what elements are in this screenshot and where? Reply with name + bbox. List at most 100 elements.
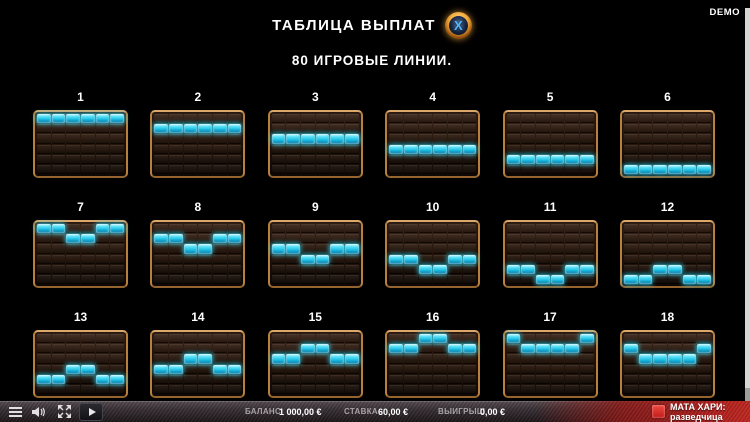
- balance-value: 1 000,00 €: [279, 406, 322, 417]
- grid-cell: [653, 274, 667, 284]
- grid-cell: [389, 134, 403, 144]
- grid-cell: [345, 334, 359, 344]
- grid-cell: [418, 254, 433, 264]
- grid-cell: [154, 334, 169, 344]
- grid-cell: [653, 344, 667, 354]
- play-button[interactable]: [79, 401, 103, 422]
- grid-cell: [535, 144, 550, 154]
- grid-cell: [198, 274, 213, 284]
- grid-cell: [550, 124, 565, 134]
- payline-cell-active: [301, 254, 315, 264]
- payline-number: 4: [429, 90, 437, 104]
- grid-cell: [95, 334, 110, 344]
- payline-cell-active: [330, 354, 345, 364]
- grid-cell: [667, 234, 682, 244]
- grid-cell: [286, 154, 301, 164]
- payline-cell-active: [169, 364, 183, 374]
- grid-cell: [51, 134, 66, 144]
- grid-cell: [81, 164, 95, 174]
- fullscreen-icon[interactable]: [55, 401, 73, 422]
- payline-cell-active: [403, 344, 418, 354]
- grid-cell: [154, 134, 169, 144]
- payline-cell-active: [301, 344, 315, 354]
- grid-cell: [682, 254, 697, 264]
- grid-cell: [169, 384, 183, 394]
- grid-cell: [95, 344, 110, 354]
- scrollbar-thumb[interactable]: [745, 388, 750, 402]
- grid-cell: [418, 354, 433, 364]
- grid-cell: [403, 134, 418, 144]
- grid-cell: [653, 384, 667, 394]
- grid-cell: [183, 144, 198, 154]
- grid-cell: [66, 164, 80, 174]
- grid-cell: [183, 334, 198, 344]
- grid-cell: [345, 154, 359, 164]
- grid-cell: [433, 274, 447, 284]
- status-bar-red-section: [535, 401, 750, 422]
- grid-cell: [579, 254, 594, 264]
- scrollbar[interactable]: [745, 8, 750, 422]
- grid-cell: [565, 114, 579, 124]
- grid-cell: [667, 344, 682, 354]
- grid-cell: [169, 224, 183, 234]
- grid-cell: [81, 344, 95, 354]
- grid-cell: [110, 124, 124, 134]
- grid-cell: [623, 264, 638, 274]
- grid-cell: [506, 344, 521, 354]
- payline-cell-active: [271, 354, 286, 364]
- close-button[interactable]: X: [444, 12, 472, 39]
- payline-2: 2: [150, 90, 246, 178]
- speaker-icon[interactable]: [30, 401, 48, 422]
- grid-cell: [550, 374, 565, 384]
- payline-pattern-grid: [267, 110, 363, 178]
- grid-cell: [81, 354, 95, 364]
- grid-cell: [301, 234, 315, 244]
- grid-cell: [345, 344, 359, 354]
- grid-cell: [667, 124, 682, 134]
- grid-cell: [198, 374, 213, 384]
- grid-cell: [433, 224, 447, 234]
- payline-15: 15: [267, 310, 363, 398]
- grid-cell: [37, 234, 51, 244]
- grid-cell: [213, 224, 227, 234]
- payline-cell-active: [66, 364, 80, 374]
- grid-cell: [697, 234, 711, 244]
- payline-cell-active: [521, 344, 535, 354]
- paylines-grid: 1 2 3 4 5 6 7 8 9 10 11 12 13 14 15 16 17 18: [33, 90, 715, 420]
- payline-number: 10: [425, 200, 440, 214]
- grid-cell: [653, 134, 667, 144]
- grid-cell: [154, 144, 169, 154]
- grid-cell: [213, 374, 227, 384]
- payline-cell-active: [95, 374, 110, 384]
- payline-cell-active: [110, 374, 124, 384]
- grid-cell: [462, 354, 477, 364]
- grid-cell: [550, 234, 565, 244]
- grid-cell: [198, 134, 213, 144]
- grid-cell: [110, 164, 124, 174]
- payline-cell-active: [345, 354, 359, 364]
- menu-icon[interactable]: [7, 401, 23, 422]
- grid-cell: [697, 124, 711, 134]
- grid-cell: [653, 334, 667, 344]
- grid-cell: [301, 374, 315, 384]
- grid-cell: [697, 354, 711, 364]
- payline-cell-active: [286, 134, 301, 144]
- grid-cell: [345, 164, 359, 174]
- grid-cell: [169, 244, 183, 254]
- grid-cell: [389, 114, 403, 124]
- grid-cell: [433, 234, 447, 244]
- grid-cell: [623, 134, 638, 144]
- grid-cell: [227, 114, 242, 124]
- grid-cell: [623, 224, 638, 234]
- grid-cell: [535, 244, 550, 254]
- grid-cell: [271, 144, 286, 154]
- grid-cell: [682, 344, 697, 354]
- grid-cell: [653, 374, 667, 384]
- grid-cell: [271, 254, 286, 264]
- grid-cell: [315, 354, 330, 364]
- grid-cell: [638, 134, 653, 144]
- payline-number: 3: [311, 90, 319, 104]
- grid-cell: [301, 164, 315, 174]
- grid-cell: [667, 364, 682, 374]
- grid-cell: [154, 374, 169, 384]
